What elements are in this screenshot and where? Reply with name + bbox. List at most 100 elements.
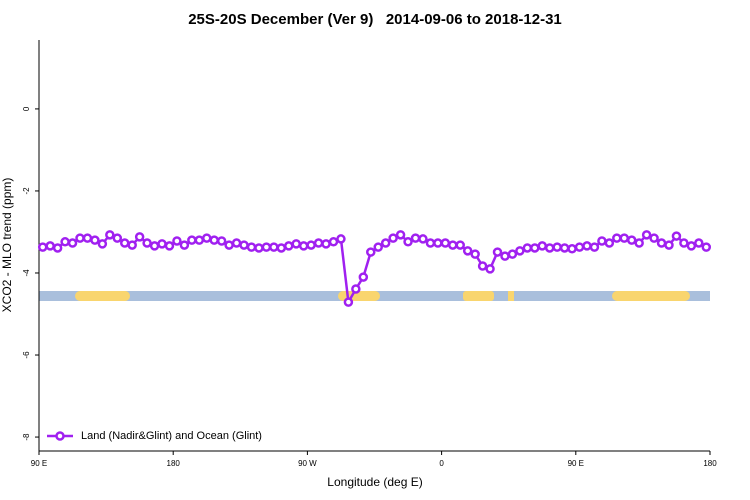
data-point — [119, 238, 130, 248]
data-point — [455, 240, 465, 250]
data-point — [224, 240, 234, 250]
data-point — [37, 242, 48, 252]
x-tick-label: 0 — [439, 459, 444, 468]
data-point — [522, 243, 533, 253]
x-tick-label: 180 — [703, 459, 717, 468]
chart-title: 25S-20S December (Ver 9) 2014-09-06 to 2… — [188, 11, 562, 28]
y-tick-label: -4 — [22, 269, 31, 277]
data-point — [470, 249, 480, 259]
data-point — [82, 233, 93, 243]
data-point — [321, 239, 331, 249]
data-point — [157, 239, 167, 249]
data-point — [433, 238, 443, 248]
data-point — [52, 243, 63, 253]
x-tick-label: 90 E — [568, 459, 584, 468]
x-tick-label: 90 E — [31, 459, 47, 468]
data-point — [641, 230, 652, 240]
data-point — [164, 241, 175, 251]
data-point — [574, 242, 585, 252]
data-point — [134, 232, 145, 242]
land-ocean-strip — [39, 291, 710, 301]
data-point — [619, 233, 630, 243]
data-point — [671, 231, 682, 241]
data-point — [291, 239, 301, 249]
data-point — [589, 242, 600, 252]
data-point — [410, 233, 421, 243]
legend-label: Land (Nadir&Glint) and Ocean (Glint) — [81, 430, 262, 442]
data-point — [515, 246, 525, 256]
data-point — [448, 240, 458, 250]
data-point — [142, 238, 152, 248]
y-tick-label: 0 — [22, 106, 31, 111]
data-point — [388, 233, 398, 243]
data-point — [537, 241, 547, 251]
data-point — [477, 261, 488, 271]
data-point — [425, 238, 436, 248]
data-point — [298, 241, 309, 251]
data-point — [664, 240, 674, 250]
data-point — [112, 233, 123, 243]
data-point — [403, 237, 413, 247]
data-point — [626, 235, 637, 245]
data-point — [328, 237, 339, 247]
data-point — [686, 241, 697, 251]
y-tick-label: -2 — [22, 187, 31, 195]
data-point — [358, 272, 369, 282]
data-point — [194, 235, 205, 245]
data-point — [559, 243, 570, 253]
data-point — [60, 237, 70, 247]
data-point — [209, 235, 219, 245]
data-point — [440, 238, 451, 248]
data-point — [604, 238, 615, 248]
data-point — [254, 243, 264, 253]
data-point — [216, 236, 227, 246]
data-point — [351, 284, 361, 294]
x-axis-label: Longitude (deg E) — [327, 475, 422, 489]
data-point — [492, 247, 503, 257]
data-point — [187, 235, 197, 245]
data-point — [462, 246, 473, 256]
data-point — [679, 238, 689, 248]
data-point — [239, 240, 249, 250]
data-point — [366, 247, 376, 257]
legend-marker — [55, 431, 65, 441]
data-point — [634, 238, 644, 248]
data-point — [380, 238, 391, 248]
data-point — [485, 264, 495, 274]
data-point — [172, 236, 182, 246]
data-point — [276, 243, 287, 253]
data-point — [269, 242, 279, 252]
y-tick-label: -6 — [22, 351, 31, 359]
data-point — [530, 243, 540, 253]
data-point — [202, 233, 212, 243]
data-point — [75, 233, 85, 243]
data-point — [149, 241, 160, 251]
data-point — [261, 242, 272, 252]
data-point — [418, 234, 428, 244]
data-point — [336, 234, 346, 244]
data-point — [373, 242, 383, 252]
data-point — [67, 238, 78, 248]
data-point — [656, 238, 667, 248]
y-tick-label: -8 — [22, 433, 31, 441]
data-point — [649, 233, 659, 243]
data-point — [231, 238, 242, 248]
data-point — [90, 235, 100, 245]
data-point — [597, 236, 607, 246]
data-point — [500, 251, 510, 261]
data-point — [701, 242, 712, 252]
data-point — [97, 239, 108, 249]
y-axis-label: XCO2 - MLO trend (ppm) — [0, 178, 14, 313]
data-point — [306, 240, 316, 250]
x-tick-label: 180 — [167, 459, 181, 468]
data-point — [612, 233, 622, 243]
data-point — [127, 240, 137, 250]
data-point — [284, 241, 294, 251]
data-point — [694, 238, 704, 248]
x-tick-label: 90 W — [298, 459, 317, 468]
data-point — [395, 230, 406, 240]
data-point — [544, 243, 555, 253]
data-point — [179, 240, 190, 250]
data-point — [552, 242, 562, 252]
